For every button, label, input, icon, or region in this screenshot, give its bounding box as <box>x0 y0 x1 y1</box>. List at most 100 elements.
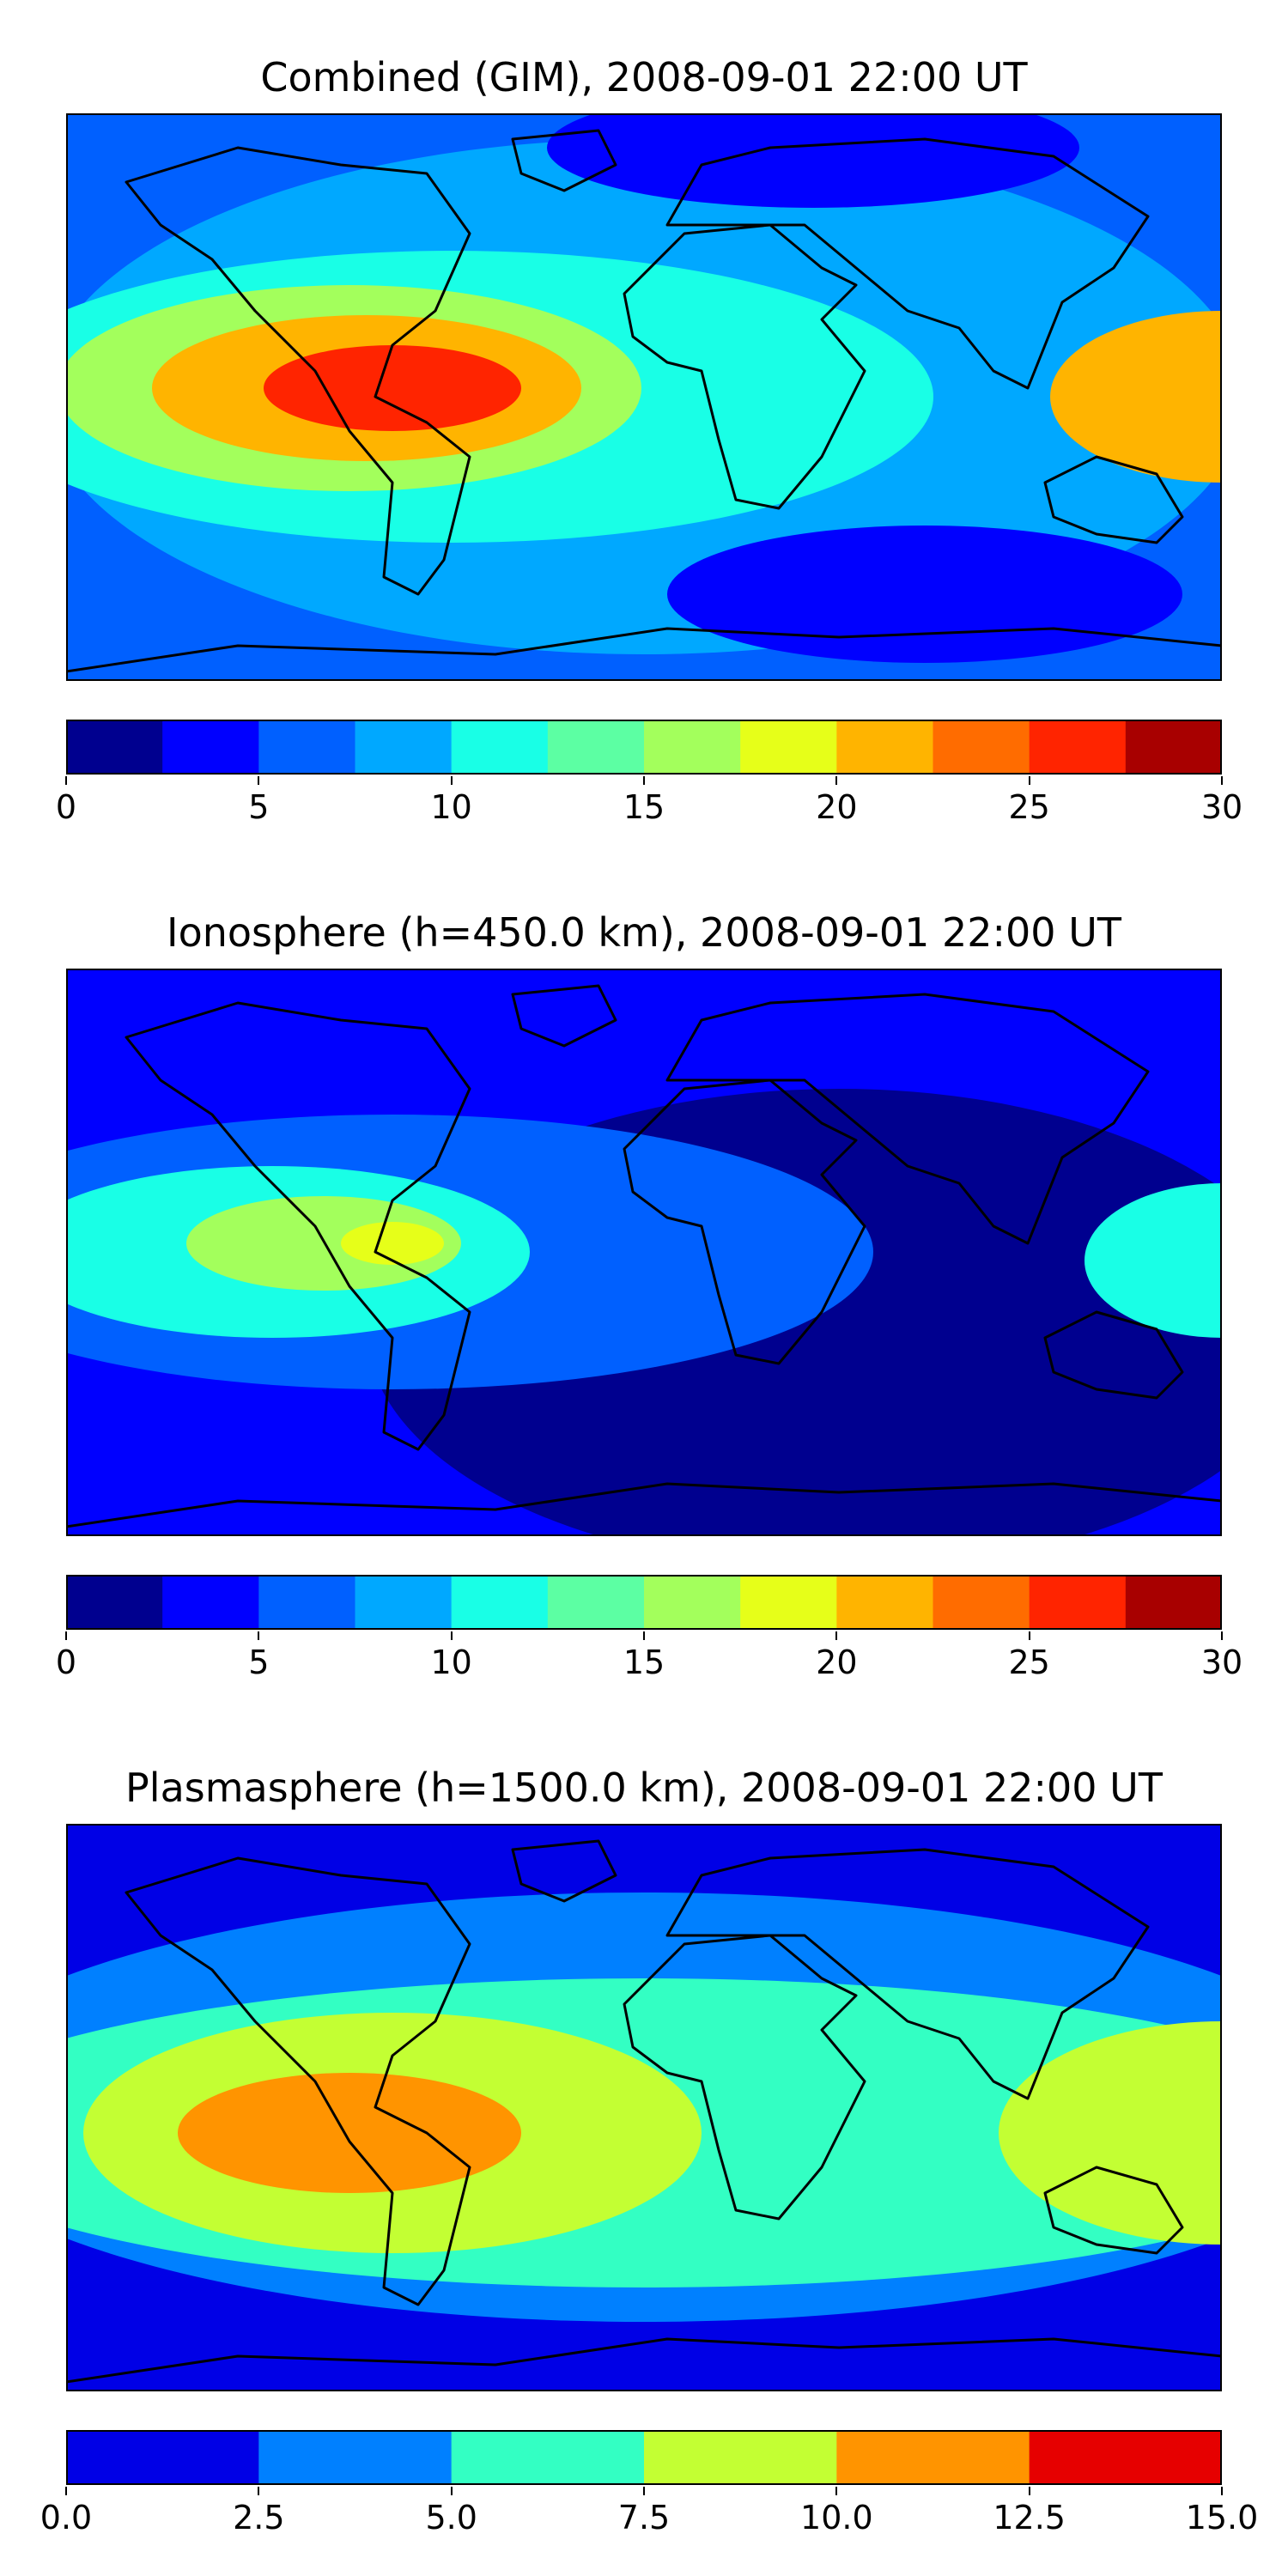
coastline-3 <box>1043 1310 1184 1400</box>
map-frame <box>66 1824 1222 2391</box>
colorbar-swatch-4 <box>836 2430 1030 2485</box>
colorbar-tick-mark <box>65 2487 67 2495</box>
contour-region-5 <box>341 1222 444 1265</box>
colorbar-swatch-0 <box>66 1575 163 1630</box>
coastline-2 <box>665 137 1150 390</box>
colorbar-swatch-10 <box>1029 720 1127 775</box>
colorbar-swatch-3 <box>355 1575 453 1630</box>
colorbar-tick-mark <box>835 1631 838 1640</box>
coastlines <box>66 129 1222 673</box>
colorbar-swatch-1 <box>258 2430 453 2485</box>
panel-1-map <box>66 113 1222 681</box>
colorbar-tick-mark <box>643 2487 645 2495</box>
colorbar-swatch-4 <box>451 720 549 775</box>
colorbar-tick-mark <box>835 776 838 785</box>
colorbar-tick-mark <box>1028 776 1030 785</box>
panel-1-title: Combined (GIM), 2008-09-01 22:00 UT <box>260 54 1028 100</box>
colorbar-tick-label: 20 <box>816 788 858 826</box>
contour-region-8 <box>667 526 1182 663</box>
map-frame <box>66 113 1222 681</box>
colorbar-swatch-11 <box>1125 720 1222 775</box>
colorbar-tick-mark <box>450 776 453 785</box>
colorbar-tick-label: 15.0 <box>1185 2499 1259 2537</box>
colorbar-swatch-5 <box>1029 2430 1222 2485</box>
colorbar-tick-label: 5 <box>248 788 270 826</box>
colorbar-tick-label: 10 <box>430 788 472 826</box>
contour-region-7 <box>547 113 1079 208</box>
colorbar-tick-label: 0.0 <box>39 2499 93 2537</box>
contour-region-6 <box>1050 311 1222 483</box>
colorbar-swatch-7 <box>740 1575 837 1630</box>
panel-3-title: Plasmasphere (h=1500.0 km), 2008-09-01 2… <box>125 1765 1163 1811</box>
colorbar-tick-mark <box>258 2487 260 2495</box>
colorbar-tick-mark <box>835 2487 838 2495</box>
colorbar-tick-label: 2.5 <box>233 2499 285 2537</box>
colorbar-tick-label: 25 <box>1008 1643 1050 1681</box>
colorbar-swatch-5 <box>547 1575 645 1630</box>
colorbar-tick-label: 30 <box>1200 788 1243 826</box>
contour-region-6 <box>1084 1183 1222 1338</box>
panel-2-colorbar <box>66 1575 1222 1630</box>
colorbar-tick-label: 20 <box>816 1643 858 1681</box>
colorbar-swatch-0 <box>66 720 163 775</box>
colorbar-tick-label: 15 <box>623 788 665 826</box>
colorbar-frame <box>66 2430 1222 2485</box>
field-layer <box>66 969 1222 1536</box>
contour-region-5 <box>264 345 521 431</box>
colorbar-swatch-6 <box>644 720 741 775</box>
panel-3-map <box>66 1824 1222 2391</box>
colorbar-tick-mark <box>643 1631 645 1640</box>
colorbar-tick-mark <box>1221 776 1223 785</box>
colorbar-tick-label: 7.5 <box>617 2499 671 2537</box>
coastline-1 <box>623 1934 866 2221</box>
coastline-0 <box>125 1856 471 2306</box>
colorbar-tick-mark <box>1221 2487 1223 2495</box>
colorbar-swatch-1 <box>162 1575 259 1630</box>
coastline-4 <box>511 1839 617 1903</box>
colorbar-swatch-10 <box>1029 1575 1127 1630</box>
colorbar-tick-mark <box>1028 1631 1030 1640</box>
colorbar-tick-label: 0 <box>55 788 77 826</box>
coastline-0 <box>125 1001 471 1451</box>
colorbar-tick-label: 30 <box>1200 1643 1243 1681</box>
colorbar-swatch-1 <box>162 720 259 775</box>
colorbar-tick-mark <box>450 1631 453 1640</box>
colorbar-swatch-2 <box>258 720 355 775</box>
colorbar-tick-label: 12.5 <box>993 2499 1066 2537</box>
coastline-3 <box>1043 455 1184 544</box>
colorbar-swatch-3 <box>644 2430 837 2485</box>
panel-1-colorbar <box>66 720 1222 775</box>
coastlines <box>66 984 1222 1528</box>
field-layer <box>66 113 1222 681</box>
coastline-1 <box>623 1078 866 1365</box>
colorbar-swatch-2 <box>451 2430 645 2485</box>
colorbar-tick-label: 0 <box>55 1643 77 1681</box>
coastlines <box>66 1839 1222 2384</box>
colorbar-swatch-6 <box>644 1575 741 1630</box>
colorbar-tick-label: 10.0 <box>800 2499 873 2537</box>
colorbar-swatch-7 <box>740 720 837 775</box>
colorbar-swatch-8 <box>836 1575 933 1630</box>
colorbar-tick-label: 10 <box>430 1643 472 1681</box>
coastline-3 <box>1043 2166 1184 2255</box>
colorbar-tick-label: 5.0 <box>425 2499 477 2537</box>
colorbar-tick-mark <box>65 1631 67 1640</box>
colorbar-tick-label: 25 <box>1008 788 1050 826</box>
coastline-5 <box>66 1482 1222 1528</box>
contour-region-5 <box>178 2073 521 2193</box>
field-layer <box>66 1824 1222 2391</box>
panel-2-title: Ionosphere (h=450.0 km), 2008-09-01 22:0… <box>167 909 1121 956</box>
colorbar-tick-mark <box>258 776 260 785</box>
colorbar-tick-mark <box>643 776 645 785</box>
coastline-5 <box>66 627 1222 673</box>
colorbar-tick-label: 15 <box>623 1643 665 1681</box>
coastline-0 <box>125 146 471 596</box>
colorbar-tick-mark <box>1028 2487 1030 2495</box>
coastline-2 <box>665 993 1150 1245</box>
colorbar-tick-mark <box>1221 1631 1223 1640</box>
colorbar-frame <box>66 720 1222 775</box>
colorbar-swatch-5 <box>547 720 645 775</box>
colorbar-tick-mark <box>258 1631 260 1640</box>
coastline-1 <box>623 223 866 510</box>
coastline-2 <box>665 1848 1150 2100</box>
